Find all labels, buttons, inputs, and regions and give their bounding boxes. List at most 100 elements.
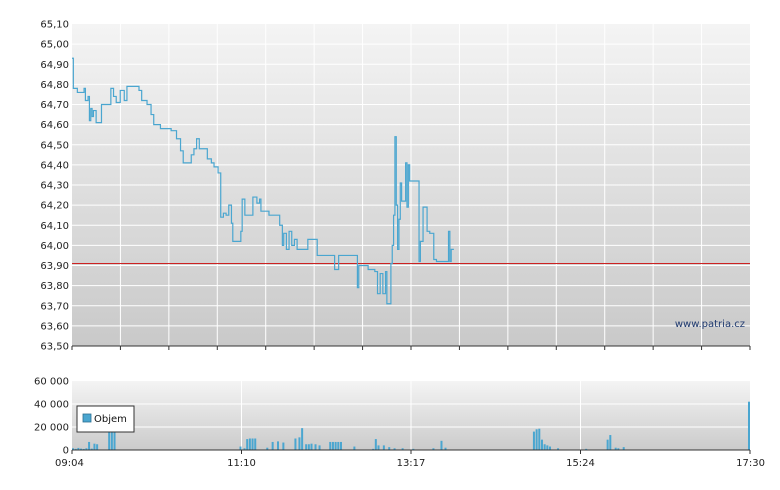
volume-bar	[444, 447, 447, 450]
price-y-tick-label: 63,80	[40, 281, 69, 292]
volume-bar	[305, 444, 308, 450]
volume-bar	[546, 445, 549, 450]
volume-bar	[74, 448, 77, 450]
watermark: www.patria.cz	[675, 319, 745, 330]
volume-bar	[266, 447, 269, 450]
volume-bar	[549, 446, 552, 450]
volume-bar	[80, 448, 83, 450]
volume-x-axis: 09:04 11:10 13:17 15:24 17:30	[55, 450, 765, 469]
price-y-tick-label: 64,80	[40, 80, 69, 91]
price-y-tick-label: 64,00	[40, 241, 69, 252]
volume-bar	[277, 441, 280, 450]
volume-x-tick-label: 17:30	[736, 458, 765, 469]
volume-bar	[310, 443, 313, 450]
price-y-tick-label: 64,40	[40, 160, 69, 171]
volume-bar	[82, 448, 85, 450]
volume-bar	[334, 441, 337, 450]
volume-bar	[377, 445, 380, 450]
volume-bar	[96, 444, 99, 450]
volume-bar	[294, 438, 297, 450]
volume-bar	[339, 441, 342, 450]
volume-bar	[85, 448, 88, 450]
volume-bar	[72, 448, 74, 450]
volume-bar	[540, 439, 543, 450]
volume-bar	[307, 444, 310, 450]
volume-y-tick-label: 40 000	[34, 400, 69, 411]
volume-bar	[318, 445, 321, 450]
volume-bar	[353, 446, 356, 450]
volume-bar	[298, 437, 301, 450]
volume-x-tick-label: 15:24	[566, 458, 595, 469]
volume-bar	[432, 448, 435, 450]
volume-bar	[412, 448, 415, 450]
volume-bar	[110, 421, 113, 450]
price-y-tick-label: 63,50	[40, 342, 69, 353]
price-y-axis: 65,10 65,00 64,90 64,80 64,70 64,60 64,50 64,40…	[40, 20, 69, 353]
price-y-tick-label: 63,70	[40, 301, 69, 312]
volume-bar	[748, 401, 750, 450]
volume-bar	[282, 442, 285, 450]
volume-bar	[243, 448, 246, 450]
volume-bar	[108, 422, 111, 450]
price-series-line	[72, 57, 454, 305]
price-y-tick-label: 64,70	[40, 100, 69, 111]
volume-legend: Objem	[76, 405, 135, 433]
volume-bar	[314, 444, 317, 450]
volume-y-tick-label: 0	[63, 446, 69, 457]
volume-bars	[72, 401, 750, 450]
legend-swatch	[82, 413, 92, 423]
volume-bar	[113, 421, 116, 450]
volume-bar	[532, 431, 535, 450]
volume-bar	[271, 441, 274, 450]
price-y-tick-label: 64,50	[40, 140, 69, 151]
price-grid	[72, 24, 750, 346]
price-y-tick-label: 64,30	[40, 181, 69, 192]
volume-bar	[557, 448, 560, 450]
price-y-tick-label: 64,60	[40, 120, 69, 131]
price-x-ticks	[71, 346, 751, 350]
volume-y-axis: 60 000 40 000 20 000 0	[34, 377, 69, 457]
price-y-tick-label: 63,60	[40, 321, 69, 332]
price-y-tick-label: 63,90	[40, 261, 69, 272]
volume-y-tick-label: 60 000	[34, 377, 69, 388]
volume-bar	[388, 447, 391, 450]
price-y-tick-label: 65,00	[40, 40, 69, 51]
volume-bar	[401, 448, 404, 450]
price-y-tick-label: 64,90	[40, 60, 69, 71]
volume-bar	[622, 447, 625, 450]
volume-x-tick-label: 13:17	[397, 458, 426, 469]
volume-bar	[609, 435, 612, 450]
price-y-tick-label: 64,20	[40, 201, 69, 212]
volume-bar	[382, 445, 385, 450]
volume-bar	[440, 440, 443, 450]
volume-bar	[90, 448, 93, 450]
volume-bar	[331, 441, 334, 450]
volume-bar	[239, 446, 242, 450]
volume-y-tick-label: 20 000	[34, 423, 69, 434]
volume-bar	[585, 448, 588, 450]
price-y-tick-label: 65,10	[40, 20, 69, 31]
volume-bar	[372, 448, 375, 450]
volume-bar	[77, 447, 80, 450]
volume-x-tick-label: 11:10	[227, 458, 256, 469]
volume-bar	[248, 438, 251, 450]
volume-x-tick-label: 09:04	[55, 458, 84, 469]
volume-bar	[538, 428, 541, 450]
volume-bar	[251, 438, 254, 450]
volume-bar	[614, 447, 617, 450]
volume-bar	[617, 448, 620, 450]
volume-bar	[329, 441, 332, 450]
volume-grid	[72, 381, 750, 450]
volume-bar	[393, 448, 396, 450]
volume-bar	[606, 439, 609, 450]
volume-bar	[88, 441, 91, 450]
volume-bar	[543, 444, 546, 450]
volume-bar	[301, 428, 304, 450]
volume-bar	[246, 439, 249, 450]
volume-bar	[337, 441, 340, 450]
volume-bar	[93, 443, 96, 450]
volume-bar	[254, 438, 257, 450]
volume-bar	[535, 429, 538, 450]
volume-bar	[374, 439, 377, 450]
